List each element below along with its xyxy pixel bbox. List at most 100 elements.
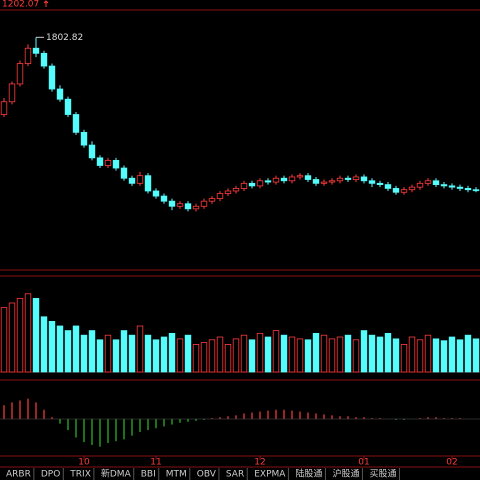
indicator-tab[interactable]: EXPMA: [254, 470, 286, 480]
volume-bar: [88, 330, 96, 373]
candle-body: [248, 182, 256, 187]
candle-body: [384, 184, 392, 189]
volume-bar: [72, 325, 80, 373]
candle-body: [216, 193, 224, 200]
candle-body: [192, 205, 200, 210]
volume-bar: [288, 336, 296, 373]
indicator-tab[interactable]: BBI: [141, 470, 156, 480]
candle-body: [240, 182, 248, 189]
volume-bar: [368, 334, 376, 373]
candle-body: [48, 65, 56, 90]
volume-bar: [344, 334, 352, 373]
volume-bar: [392, 338, 400, 373]
indicator-tab[interactable]: DPO: [41, 470, 60, 480]
candle-body: [472, 189, 480, 192]
volume-bar: [200, 342, 208, 373]
volume-bar: [312, 332, 320, 373]
volume-bar: [432, 338, 440, 373]
volume-bar: [280, 334, 288, 373]
volume-bar: [56, 325, 64, 373]
indicator-tab[interactable]: TRIX: [69, 470, 91, 480]
volume-bar: [136, 325, 144, 373]
candle-body: [104, 159, 112, 166]
volume-bar: [264, 336, 272, 373]
candle-body: [40, 52, 48, 67]
volume-bar: [0, 307, 8, 373]
indicator-tab[interactable]: MTM: [166, 470, 187, 480]
candle-body: [456, 186, 464, 189]
x-tick-label: 12: [254, 458, 265, 468]
last-price: 1202.07: [2, 0, 39, 10]
candle-body: [112, 159, 120, 169]
candle-body: [464, 188, 472, 191]
candle-body: [336, 177, 344, 182]
candle-body: [352, 176, 360, 180]
volume-bar: [144, 334, 152, 373]
tab-bar: ARBR DPO TRIX 新DMA BBI MTM OBV SAR EXPMA 陆股通 沪股通 买股…: [6, 468, 400, 480]
volume-bar: [152, 339, 160, 373]
volume-bar: [192, 343, 200, 373]
indicator-tab[interactable]: 买股通: [369, 469, 396, 480]
candle-body: [80, 131, 88, 146]
candle-body: [392, 188, 400, 193]
candle-body: [136, 175, 144, 184]
candle-body: [312, 179, 320, 184]
x-tick-label: 01: [358, 458, 369, 468]
volume-bar: [24, 293, 32, 373]
volume-bar: [216, 336, 224, 373]
candle-body: [304, 175, 312, 180]
indicator-tab[interactable]: 陆股通: [295, 468, 322, 480]
volume-bar: [384, 332, 392, 373]
candle-body: [16, 63, 24, 85]
volume-bar: [64, 330, 72, 373]
candle-body: [448, 185, 456, 188]
candle-body: [296, 175, 304, 178]
candle-body: [208, 198, 216, 202]
candle-body: [120, 167, 128, 179]
candle-body: [232, 188, 240, 192]
candle-body: [152, 190, 160, 197]
candle-body: [176, 203, 184, 207]
volume-bar: [416, 339, 424, 373]
candle-body: [320, 181, 328, 184]
candle-body: [160, 195, 168, 202]
volume-bar: [424, 334, 432, 373]
volume-bar: [40, 316, 48, 373]
volume-bar: [336, 336, 344, 373]
volume-bar: [80, 334, 88, 373]
volume-bar: [376, 336, 384, 373]
candle-body: [256, 180, 264, 187]
candle-body: [64, 98, 72, 115]
volume-bar: [160, 336, 168, 373]
candle-body: [264, 180, 272, 183]
volume-bar: [400, 343, 408, 373]
candle-body: [416, 182, 424, 188]
volume-bar: [440, 340, 448, 373]
candle-body: [144, 175, 152, 192]
volume-bar: [32, 297, 40, 373]
candle-body: [56, 88, 64, 100]
volume-bar: [272, 330, 280, 373]
volume-bar: [256, 332, 264, 373]
candle-body: [272, 177, 280, 183]
indicator-tab[interactable]: SAR: [226, 470, 244, 480]
volume-bar: [360, 330, 368, 373]
volume-bar: [224, 343, 232, 373]
indicator-tab[interactable]: ARBR: [6, 470, 31, 480]
volume-bar: [112, 339, 120, 373]
volume-bar: [184, 334, 192, 373]
x-tick-label: 02: [446, 458, 457, 468]
candle-body: [408, 186, 416, 191]
volume-bar: [176, 338, 184, 373]
x-tick-label: 11: [150, 458, 161, 468]
up-arrow: [43, 0, 49, 7]
indicator-tab[interactable]: 新DMA: [101, 468, 132, 480]
candle-body: [168, 200, 176, 207]
candle-body: [344, 177, 352, 180]
indicator-tab[interactable]: OBV: [197, 470, 217, 480]
indicator-tab[interactable]: 沪股通: [332, 468, 359, 480]
volume-bar: [248, 339, 256, 373]
candle-body: [360, 176, 368, 182]
candle-body: [368, 180, 376, 184]
